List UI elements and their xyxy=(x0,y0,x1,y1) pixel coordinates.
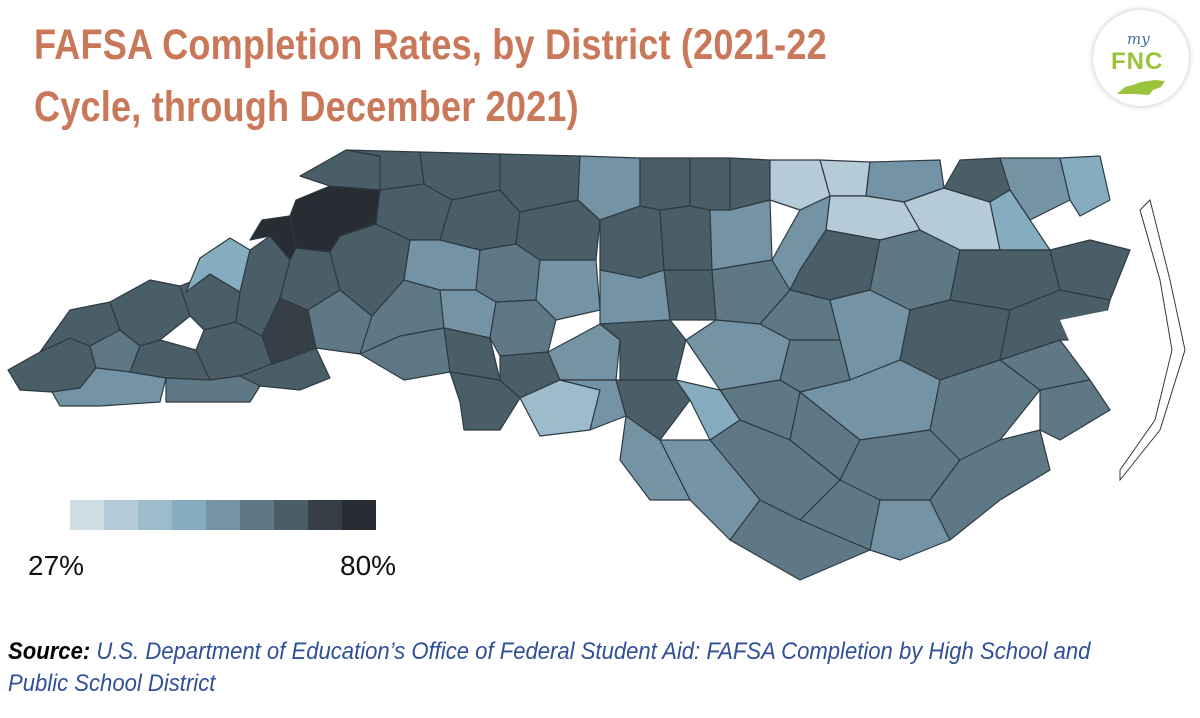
logo-small-text: my xyxy=(1127,30,1150,48)
myfnc-logo: my FNC xyxy=(1093,10,1189,106)
legend-swatch xyxy=(104,500,138,530)
map-title: FAFSA Completion Rates, by District (202… xyxy=(34,21,827,131)
district-area xyxy=(547,323,621,381)
source-label: Source: xyxy=(8,638,91,665)
legend-max-label: 80% xyxy=(340,550,397,581)
logo-big-text: FNC xyxy=(1111,48,1164,75)
district-area xyxy=(639,157,691,211)
district-area xyxy=(615,379,691,441)
legend-swatch xyxy=(70,500,104,530)
district-area xyxy=(929,429,1051,541)
district-area xyxy=(689,157,731,211)
district-area xyxy=(239,347,331,391)
district-area xyxy=(619,415,691,501)
source-note: Source: U.S. Department of Education’s O… xyxy=(8,636,1094,700)
district-area xyxy=(729,499,871,581)
district-area xyxy=(165,375,261,403)
district-area xyxy=(663,269,717,321)
barrier-island xyxy=(1119,199,1186,482)
district-area xyxy=(869,499,951,561)
district-area xyxy=(109,279,191,347)
legend-swatch xyxy=(172,500,206,530)
legend-swatch xyxy=(308,500,342,530)
district-area xyxy=(999,157,1071,221)
nc-district-map xyxy=(7,149,1186,581)
district-area xyxy=(989,189,1051,251)
district-area xyxy=(1059,155,1111,217)
district-area xyxy=(1039,379,1111,441)
legend-swatch xyxy=(342,500,376,530)
legend-swatch xyxy=(206,500,240,530)
district-area xyxy=(1049,239,1131,301)
district-area xyxy=(599,269,671,325)
legend-swatch xyxy=(138,500,172,530)
legend-swatch xyxy=(240,500,274,530)
district-area xyxy=(709,199,773,271)
nc-state-icon xyxy=(1117,80,1165,95)
district-area xyxy=(299,149,381,191)
district-area xyxy=(599,205,665,279)
source-text: U.S. Department of Education’s Office of… xyxy=(8,638,1091,697)
color-scale-legend xyxy=(70,500,376,530)
sound-water xyxy=(1100,340,1160,420)
legend-min-label: 27% xyxy=(28,550,85,581)
district-area xyxy=(535,259,601,321)
legend-swatch xyxy=(274,500,308,530)
district-area xyxy=(559,379,627,431)
district-area xyxy=(659,205,713,271)
